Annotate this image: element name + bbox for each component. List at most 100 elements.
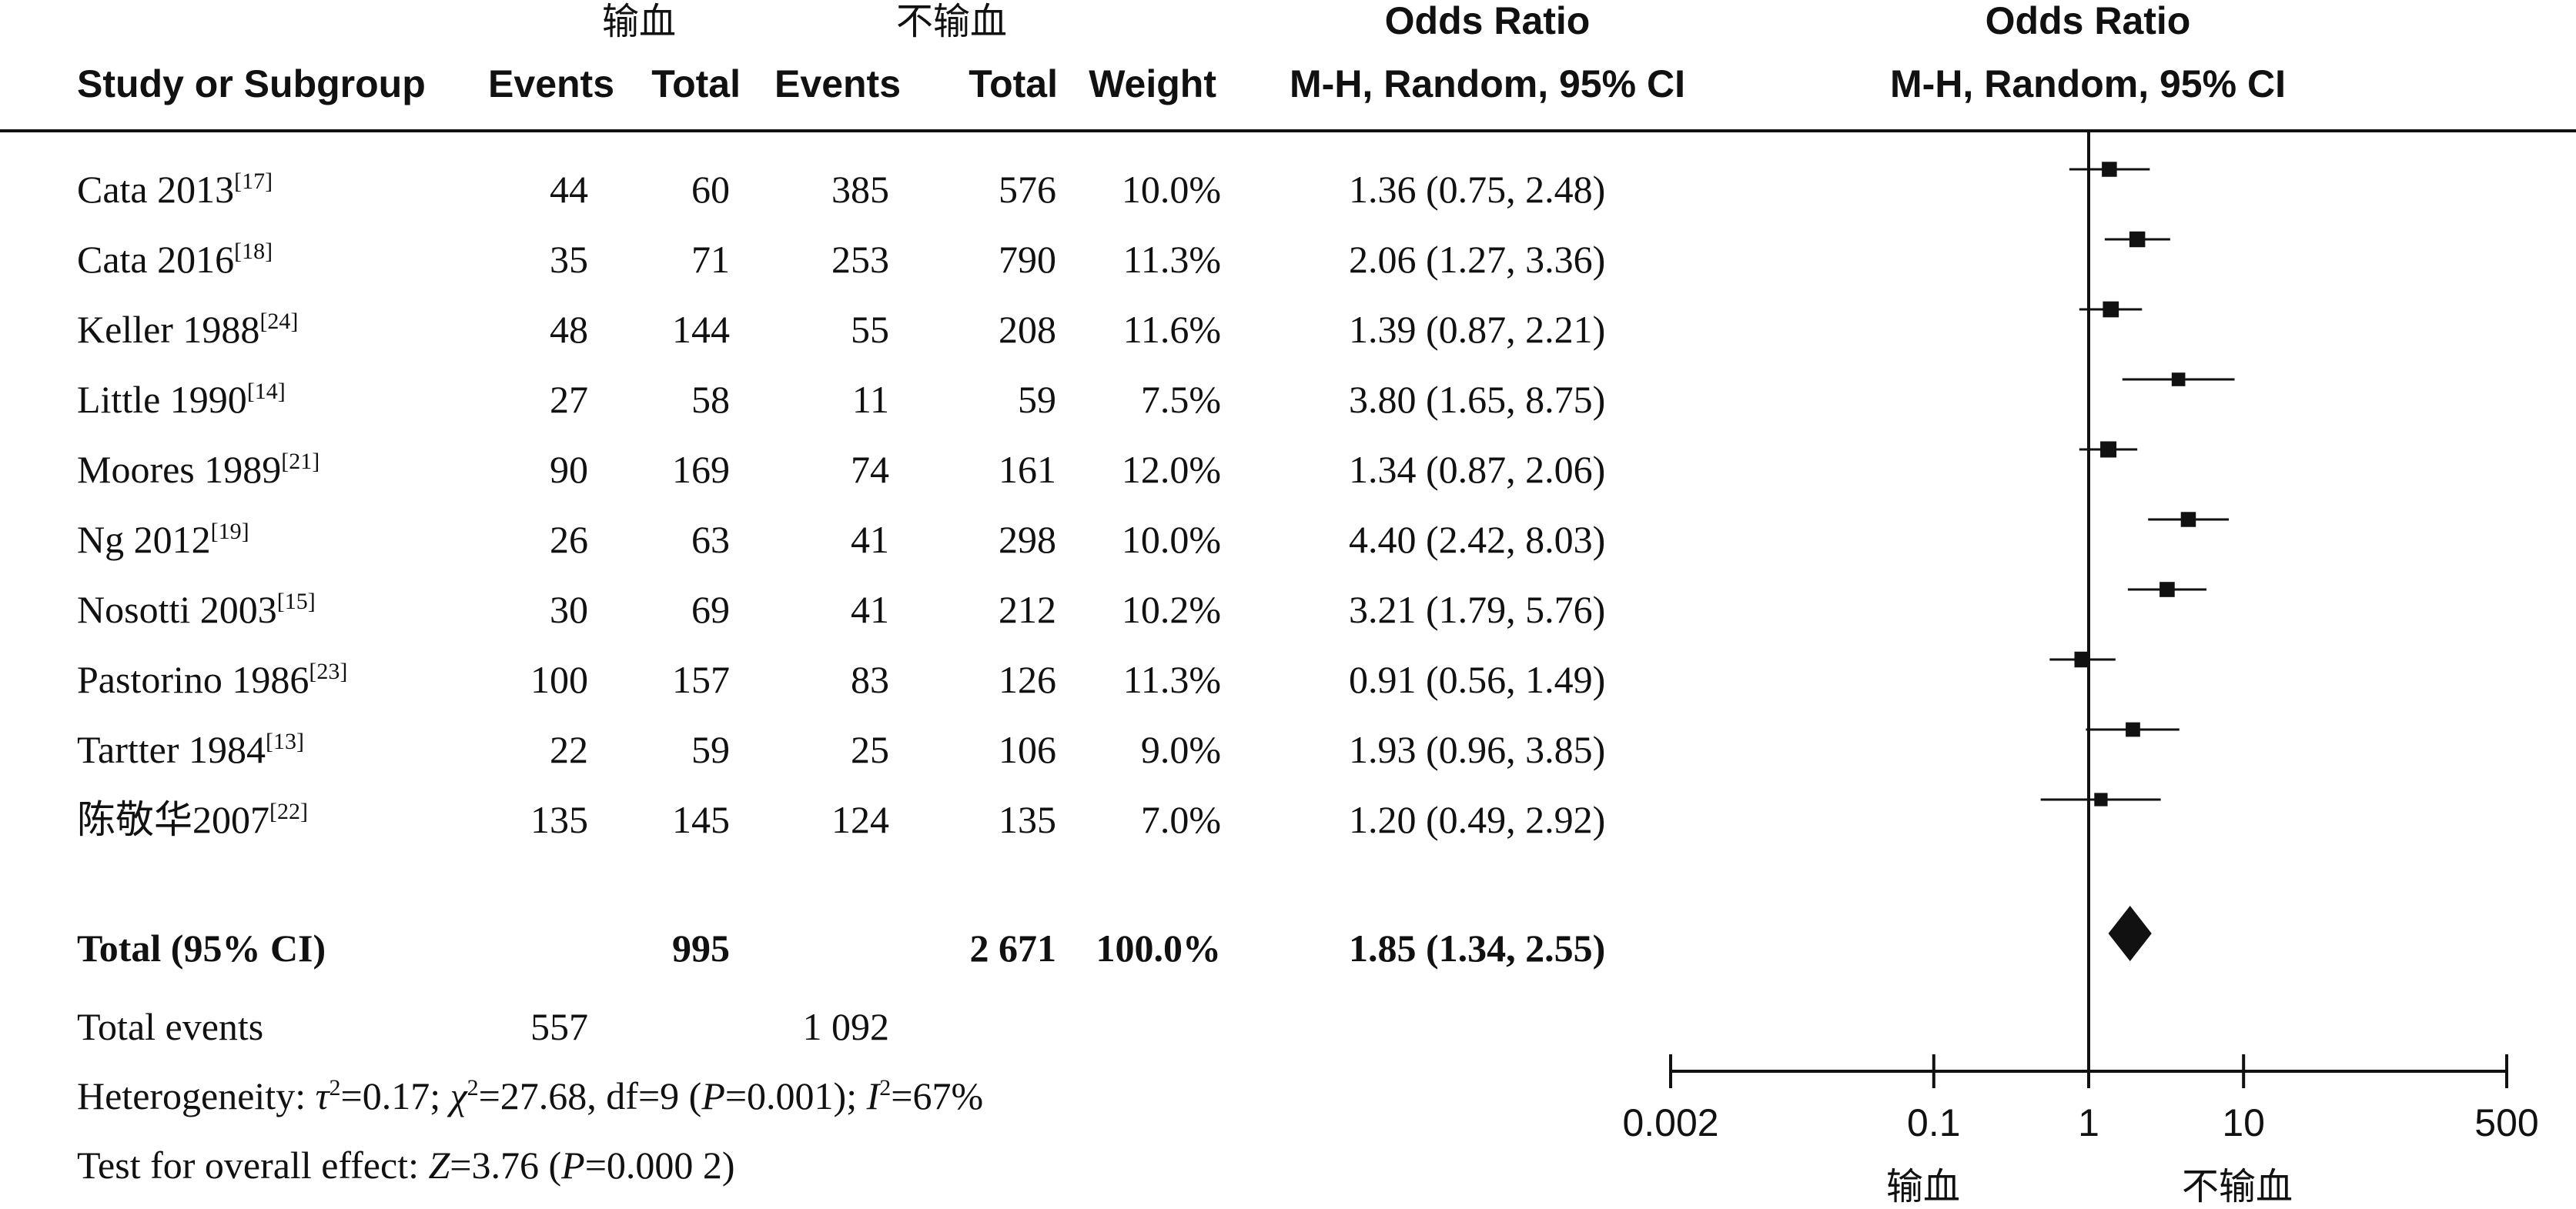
group2-header: 不输血 [896, 2, 1007, 42]
study-name: Cata 2013[17] [77, 168, 273, 211]
events-group2-cell: 55 [851, 308, 889, 351]
events-group2-cell: 41 [851, 588, 889, 631]
events-group2-cell: 124 [831, 798, 889, 841]
study-point-estimate [2103, 301, 2119, 318]
x-tick-label: 10 [2222, 1101, 2265, 1144]
study-name: Tartter 1984[13] [77, 728, 304, 771]
pooled-estimate-diamond [2108, 906, 2152, 961]
x-tick-label: 500 [2474, 1101, 2538, 1144]
overall-effect-text: Test for overall effect: Z=3.76 (P=0.000… [77, 1144, 735, 1187]
x-tick-label: 0.1 [1907, 1101, 1961, 1144]
odds-ratio-cell: 1.93 (0.96, 3.85) [1349, 728, 1605, 771]
x-tick-label: 0.002 [1622, 1101, 1718, 1144]
total-group1-cell: 144 [672, 308, 730, 351]
weight-cell: 10.2% [1122, 588, 1221, 631]
total-group1-cell: 145 [672, 798, 730, 841]
odds-ratio-cell: 2.06 (1.27, 3.36) [1349, 238, 1605, 281]
events-group2-cell: 83 [851, 658, 889, 701]
events-group2-cell: 25 [851, 728, 889, 771]
events-group1-cell: 26 [550, 518, 588, 561]
total-events-group2: 1 092 [803, 1005, 890, 1048]
events2-column-header: Events [774, 62, 901, 105]
total-group1: 995 [672, 927, 730, 970]
odds-ratio-cell: 3.80 (1.65, 8.75) [1349, 378, 1605, 421]
events-group2-cell: 385 [831, 168, 889, 211]
events-group2-cell: 74 [851, 448, 889, 491]
events-group1-cell: 22 [550, 728, 588, 771]
study-name: Nosotti 2003[15] [77, 588, 316, 631]
plot-method-header: M-H, Random, 95% CI [1890, 62, 2286, 105]
events-group1-cell: 90 [550, 448, 588, 491]
study-point-estimate [2074, 651, 2090, 668]
study-name: 陈敬华2007[22] [77, 798, 308, 841]
events-group2-cell: 253 [831, 238, 889, 281]
study-point-estimate [2100, 441, 2117, 458]
total-group1-cell: 59 [691, 728, 730, 771]
total-group2-cell: 135 [999, 798, 1056, 841]
events-group1-cell: 35 [550, 238, 588, 281]
events-group2-cell: 11 [852, 378, 889, 421]
study-point-estimate [2129, 231, 2146, 248]
weight-cell: 11.3% [1123, 658, 1221, 701]
events-group1-cell: 27 [550, 378, 588, 421]
study-point-estimate [2102, 162, 2117, 177]
study-point-estimate [2126, 722, 2140, 737]
total-group2-cell: 298 [999, 518, 1056, 561]
weight-cell: 7.5% [1141, 378, 1221, 421]
x-tick-label: 1 [2078, 1101, 2099, 1144]
heterogeneity-text: Heterogeneity: τ2=0.17; χ2=27.68, df=9 (… [77, 1074, 983, 1117]
total-group1-cell: 69 [691, 588, 730, 631]
odds-ratio-cell: 1.34 (0.87, 2.06) [1349, 448, 1605, 491]
total-group2-cell: 59 [1018, 378, 1056, 421]
weight-cell: 10.0% [1122, 518, 1221, 561]
weight-cell: 7.0% [1141, 798, 1221, 841]
weight-cell: 9.0% [1141, 728, 1221, 771]
total-label: Total (95% CI) [77, 927, 326, 970]
total-group2-cell: 208 [999, 308, 1056, 351]
plot-column-title: Odds Ratio [1986, 0, 2191, 42]
study-point-estimate [2171, 372, 2186, 386]
total-events-label: Total events [77, 1005, 263, 1048]
events-group1-cell: 48 [550, 308, 588, 351]
total-group2-cell: 790 [999, 238, 1056, 281]
study-point-estimate [2159, 582, 2175, 597]
study-point-estimate [2180, 512, 2196, 527]
group1-header: 输血 [602, 2, 676, 42]
total-group1-cell: 157 [672, 658, 730, 701]
total-events-group1: 557 [530, 1005, 588, 1048]
total-odds-ratio: 1.85 (1.34, 2.55) [1349, 927, 1605, 970]
total-group2-cell: 576 [999, 168, 1056, 211]
study-name: Moores 1989[21] [77, 448, 319, 491]
or-method-header: M-H, Random, 95% CI [1290, 62, 1685, 105]
odds-ratio-cell: 1.20 (0.49, 2.92) [1349, 798, 1605, 841]
events-group1-cell: 44 [550, 168, 588, 211]
study-name: Little 1990[14] [77, 378, 286, 421]
weight-cell: 12.0% [1122, 448, 1221, 491]
events-group1-cell: 100 [530, 658, 588, 701]
study-name: Pastorino 1986[23] [77, 658, 347, 701]
total1-column-header: Total [651, 62, 741, 105]
weight-column-header: Weight [1089, 62, 1216, 105]
study-point-estimate [2094, 793, 2108, 807]
total-weight: 100.0% [1096, 927, 1222, 970]
weight-cell: 11.3% [1123, 238, 1221, 281]
events-group1-cell: 135 [530, 798, 588, 841]
total-group2-cell: 126 [999, 658, 1056, 701]
total2-column-header: Total [969, 62, 1058, 105]
total-group1-cell: 63 [691, 518, 730, 561]
events-group1-cell: 30 [550, 588, 588, 631]
study-name: Cata 2016[18] [77, 238, 273, 281]
total-group1-cell: 71 [691, 238, 730, 281]
study-name: Ng 2012[19] [77, 518, 249, 561]
forest-plot-area: 0.002 0.1 1 10 500 [1622, 131, 2539, 1144]
odds-ratio-cell: 1.39 (0.87, 2.21) [1349, 308, 1605, 351]
favours-left-label: 输血 [1886, 1167, 1960, 1207]
odds-ratio-cell: 0.91 (0.56, 1.49) [1349, 658, 1605, 701]
study-name: Keller 1988[24] [77, 308, 298, 351]
events1-column-header: Events [488, 62, 614, 105]
total-group1-cell: 169 [672, 448, 730, 491]
odds-ratio-cell: 3.21 (1.79, 5.76) [1349, 588, 1605, 631]
total-group1-cell: 58 [691, 378, 730, 421]
total-group2-cell: 212 [999, 588, 1056, 631]
